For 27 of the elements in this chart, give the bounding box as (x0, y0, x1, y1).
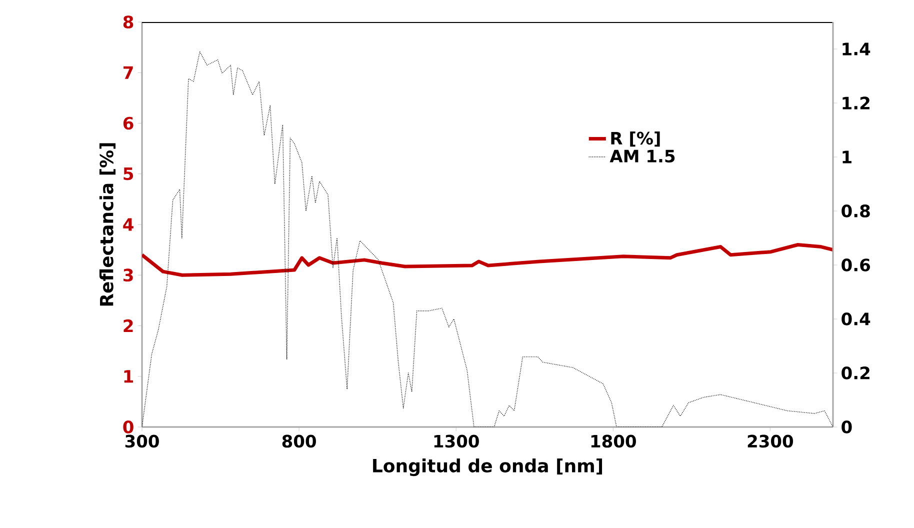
x-tick-label: 1800 (591, 434, 636, 448)
y2-tick-label: 1 (842, 150, 852, 164)
x-tick-label: 800 (282, 434, 316, 448)
y-tick-label: 0 (123, 420, 134, 434)
y2-tick-label: 0.6 (842, 258, 870, 272)
y2-tick-label: 1.4 (842, 42, 870, 56)
line-series (142, 242, 833, 277)
y2-tick-label: 1.2 (842, 96, 870, 110)
legend-label: R [%] (611, 131, 660, 147)
y-tick-label: 1 (124, 370, 134, 383)
y-tick-label: 4 (123, 218, 134, 231)
y2-tick-label: 0.2 (842, 366, 870, 380)
y2-tick-label: 0.8 (842, 204, 870, 218)
x-axis-title: Longitud de onda [nm] (373, 458, 602, 476)
x-tick-label: 300 (125, 434, 159, 448)
legend-label: AM 1.5 (610, 150, 675, 163)
y2-tick-label: 0.4 (842, 312, 870, 326)
y-tick-label: 5 (124, 168, 134, 180)
y2-tick-label: 0 (842, 420, 852, 434)
y-tick-label: 2 (124, 319, 133, 332)
y-tick-label: 3 (124, 268, 133, 282)
y-tick-label: 6 (123, 116, 134, 130)
y-tick-label: 7 (124, 66, 133, 79)
x-tick-label: 1300 (434, 434, 479, 448)
y-axis-title: Reflectancia [%] (99, 143, 116, 306)
x-tick-label: 2300 (748, 434, 794, 448)
y-tick-label: 8 (123, 16, 134, 28)
